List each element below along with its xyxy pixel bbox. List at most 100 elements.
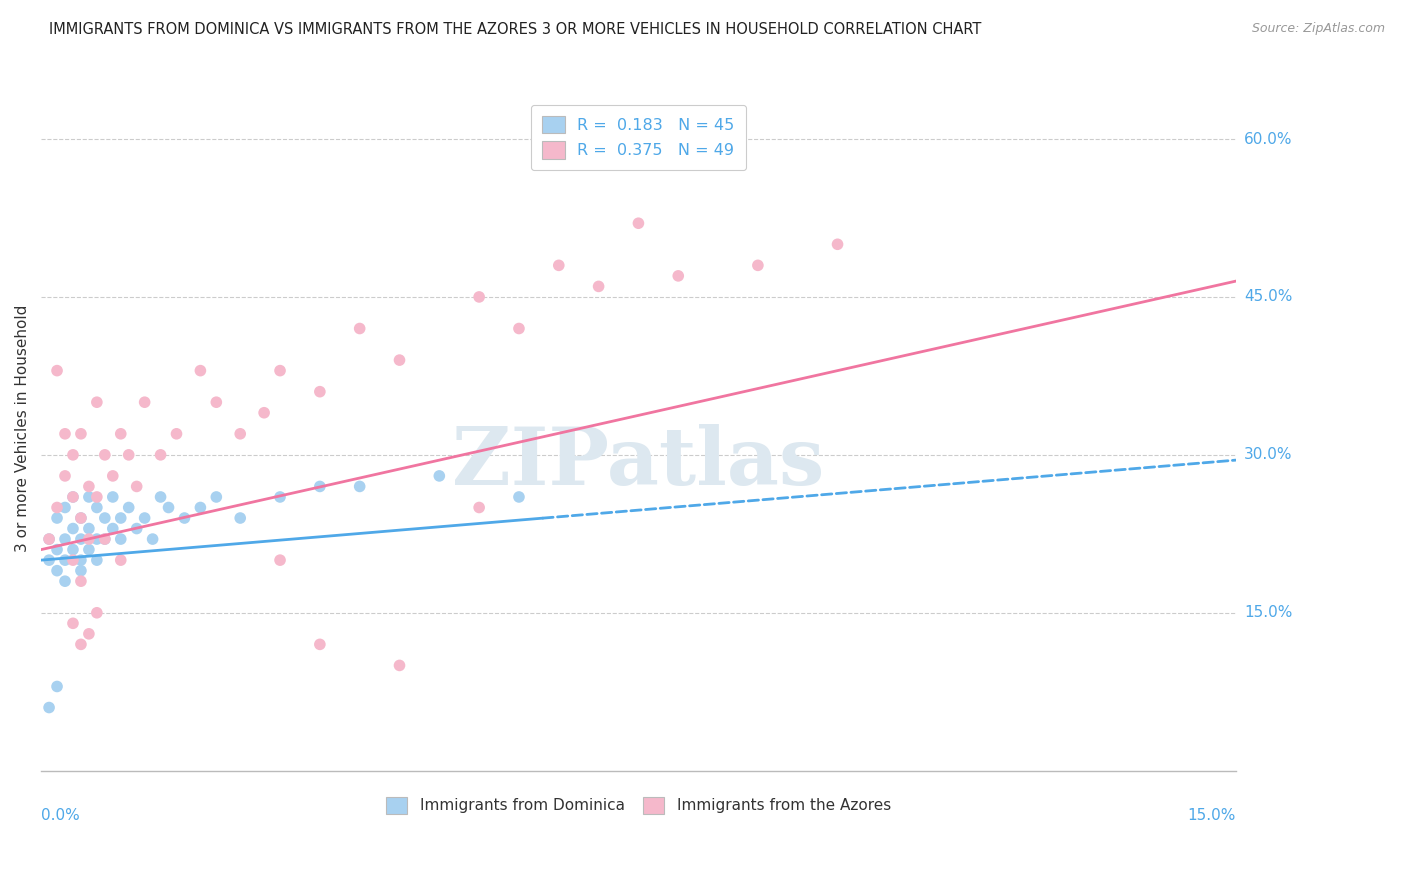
Point [53, 553, 76, 567]
Text: Source: ZipAtlas.com: Source: ZipAtlas.com [1251, 22, 1385, 36]
Point [70, 511, 93, 525]
Point [86, 532, 108, 546]
Point [253, 406, 276, 420]
Point [101, 522, 124, 536]
Point [46, 680, 69, 694]
Point [308, 384, 330, 399]
Point [747, 258, 769, 272]
Point [62, 522, 84, 536]
Text: 60.0%: 60.0% [1244, 131, 1292, 146]
Point [666, 268, 689, 283]
Point [125, 479, 148, 493]
Point [53, 469, 76, 483]
Point [827, 237, 849, 252]
Point [46, 500, 69, 515]
Point [46, 564, 69, 578]
Point [173, 511, 195, 525]
Point [388, 353, 411, 368]
Point [86, 500, 108, 515]
Point [53, 426, 76, 441]
Point [62, 490, 84, 504]
Point [94, 511, 117, 525]
Point [46, 511, 69, 525]
Point [70, 553, 93, 567]
Point [94, 532, 117, 546]
Point [86, 395, 108, 409]
Point [134, 395, 156, 409]
Point [508, 490, 530, 504]
Point [468, 290, 491, 304]
Point [86, 553, 108, 567]
Point [110, 426, 132, 441]
Point [70, 574, 93, 589]
Point [125, 522, 148, 536]
Point [62, 542, 84, 557]
Point [627, 216, 650, 230]
Point [508, 321, 530, 335]
Text: 15.0%: 15.0% [1188, 808, 1236, 823]
Point [427, 469, 450, 483]
Point [142, 532, 165, 546]
Point [86, 490, 108, 504]
Point [190, 500, 212, 515]
Text: 0.0%: 0.0% [41, 808, 80, 823]
Point [86, 606, 108, 620]
Point [110, 532, 132, 546]
Point [349, 321, 371, 335]
Legend: Immigrants from Dominica, Immigrants from the Azores: Immigrants from Dominica, Immigrants fro… [378, 789, 898, 822]
Point [77, 522, 100, 536]
Point [70, 564, 93, 578]
Point [468, 500, 491, 515]
Point [101, 469, 124, 483]
Point [38, 532, 60, 546]
Point [46, 363, 69, 377]
Point [269, 490, 291, 504]
Point [118, 500, 141, 515]
Point [70, 532, 93, 546]
Point [70, 637, 93, 651]
Point [53, 532, 76, 546]
Point [70, 426, 93, 441]
Point [38, 553, 60, 567]
Point [149, 490, 172, 504]
Point [269, 363, 291, 377]
Point [349, 479, 371, 493]
Point [229, 426, 252, 441]
Point [77, 542, 100, 557]
Point [62, 490, 84, 504]
Point [229, 511, 252, 525]
Point [70, 511, 93, 525]
Point [205, 490, 228, 504]
Point [62, 553, 84, 567]
Text: 15.0%: 15.0% [1244, 606, 1292, 620]
Point [269, 553, 291, 567]
Point [118, 448, 141, 462]
Point [94, 448, 117, 462]
Point [38, 532, 60, 546]
Point [62, 616, 84, 631]
Point [53, 574, 76, 589]
Point [190, 363, 212, 377]
Point [588, 279, 610, 293]
Point [547, 258, 569, 272]
Point [77, 490, 100, 504]
Point [134, 511, 156, 525]
Point [77, 532, 100, 546]
Point [101, 490, 124, 504]
Point [110, 511, 132, 525]
Point [308, 637, 330, 651]
Point [110, 553, 132, 567]
Point [205, 395, 228, 409]
Point [77, 479, 100, 493]
Point [94, 532, 117, 546]
Point [38, 700, 60, 714]
Text: 30.0%: 30.0% [1244, 448, 1292, 462]
Point [166, 426, 188, 441]
Point [308, 479, 330, 493]
Point [388, 658, 411, 673]
Point [157, 500, 180, 515]
Point [53, 500, 76, 515]
Point [46, 542, 69, 557]
Text: IMMIGRANTS FROM DOMINICA VS IMMIGRANTS FROM THE AZORES 3 OR MORE VEHICLES IN HOU: IMMIGRANTS FROM DOMINICA VS IMMIGRANTS F… [49, 22, 981, 37]
Point [77, 627, 100, 641]
